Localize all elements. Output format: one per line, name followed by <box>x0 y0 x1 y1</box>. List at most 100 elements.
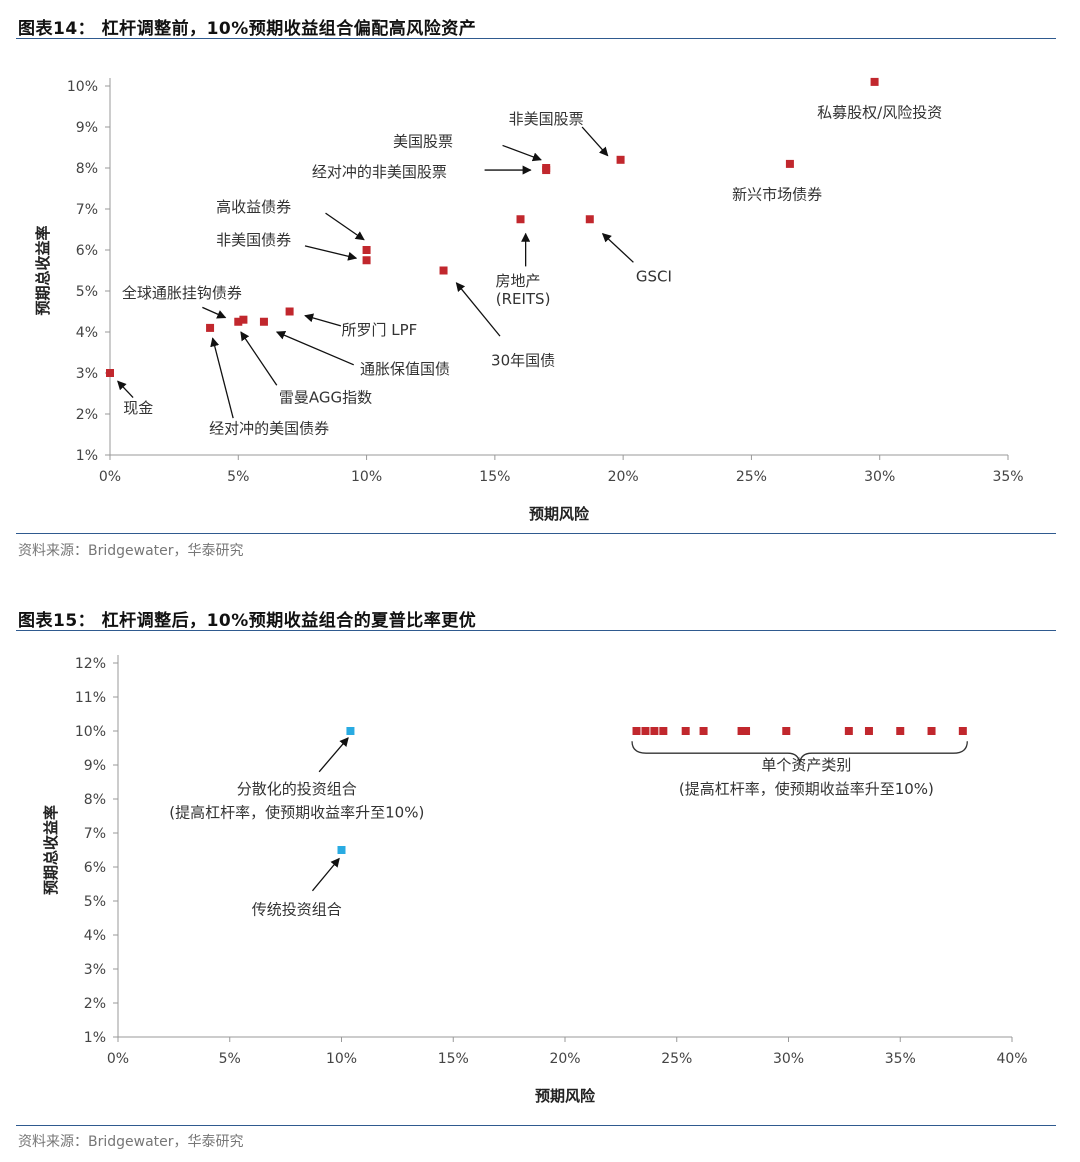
x-tick-label: 35% <box>992 469 1023 485</box>
annotation-label: 私募股权/风险投资 <box>817 104 942 122</box>
asset-point <box>742 727 751 735</box>
annotation-arrow <box>325 212 365 241</box>
x-tick-label: 5% <box>227 469 249 485</box>
annotation-arrow <box>502 144 542 162</box>
annotation-label: 全球通胀挂钩债券 <box>122 284 242 302</box>
annotation-arrow <box>240 331 278 386</box>
asset-point <box>106 369 114 377</box>
y-tick-label: 11% <box>75 690 106 706</box>
x-axis-label: 预期风险 <box>535 1087 596 1105</box>
x-axis-label: 预期风险 <box>529 505 590 523</box>
y-tick-label: 4% <box>76 325 98 341</box>
asset-point <box>362 256 371 265</box>
annotation-label: 房地产 <box>495 272 540 290</box>
y-tick-label: 1% <box>76 448 98 464</box>
y-tick-label: 8% <box>84 792 106 808</box>
annotation-label: 高收益债券 <box>216 198 291 216</box>
y-tick-label: 3% <box>76 366 98 382</box>
figure-14-header: 图表14： 杠杆调整前，10%预期收益组合偏配高风险资产 <box>16 12 1056 39</box>
x-tick-label: 20% <box>608 469 639 485</box>
y-tick-label: 9% <box>84 758 106 774</box>
annotation-label: 通胀保值国债 <box>360 360 450 378</box>
y-tick-label: 3% <box>84 962 106 978</box>
x-tick-label: 40% <box>996 1051 1027 1067</box>
y-tick-label: 1% <box>84 1030 106 1046</box>
x-tick-label: 5% <box>219 1051 241 1067</box>
diversified-portfolio-point <box>346 727 355 735</box>
y-tick-label: 2% <box>84 996 106 1012</box>
annotation-label: 经对冲的非美国股票 <box>312 163 447 181</box>
y-tick-label: 6% <box>76 243 98 259</box>
annotation-label: GSCI <box>636 268 672 286</box>
x-tick-label: 15% <box>479 469 510 485</box>
y-tick-label: 8% <box>76 161 98 177</box>
asset-point <box>864 727 873 735</box>
x-tick-label: 30% <box>773 1051 804 1067</box>
y-tick-label: 5% <box>84 894 106 910</box>
annotation-label: 经对冲的美国债券 <box>209 419 329 437</box>
y-tick-label: 4% <box>84 928 106 944</box>
figure-15-title: 图表15： 杠杆调整后，10%预期收益组合的夏普比率更优 <box>18 611 477 631</box>
figure-15-source: 资料来源：Bridgewater，华泰研究 <box>18 1134 244 1150</box>
asset-point <box>206 323 215 332</box>
y-axis-label: 预期总收益率 <box>34 225 52 315</box>
y-tick-label: 2% <box>76 407 98 423</box>
x-tick-label: 10% <box>326 1051 357 1067</box>
y-tick-label: 10% <box>75 724 106 740</box>
asset-point <box>927 727 936 735</box>
x-tick-label: 20% <box>549 1051 580 1067</box>
annotation-arrow <box>117 380 134 399</box>
asset-point <box>516 215 525 224</box>
asset-point <box>870 77 879 86</box>
y-tick-label: 7% <box>84 826 106 842</box>
asset-point <box>616 155 625 164</box>
diversified-portfolio-point <box>337 846 346 854</box>
x-tick-label: 15% <box>438 1051 469 1067</box>
x-tick-label: 0% <box>99 469 121 485</box>
asset-point <box>699 727 708 735</box>
annotation-arrow <box>304 313 342 327</box>
asset-point <box>844 727 853 735</box>
annotation-arrow <box>581 126 609 157</box>
figure-15-header: 图表15： 杠杆调整后，10%预期收益组合的夏普比率更优 <box>16 604 1056 631</box>
annotation-label: 传统投资组合 <box>252 901 342 919</box>
annotation-arrow <box>202 306 227 319</box>
annotation-arrow <box>455 282 501 337</box>
annotation-label: (提高杠杆率，使预期收益率升至10%) <box>679 780 934 798</box>
asset-point <box>362 246 371 254</box>
annotation-label: 美国股票 <box>393 132 453 150</box>
x-tick-label: 30% <box>864 469 895 485</box>
asset-point <box>439 266 448 275</box>
y-tick-label: 7% <box>76 202 98 218</box>
asset-point <box>641 727 650 735</box>
y-tick-label: 12% <box>75 656 106 672</box>
annotation-label: 非美国债券 <box>216 231 291 249</box>
annotation-label: 分散化的投资组合 <box>237 780 357 798</box>
asset-point <box>542 166 551 175</box>
annotation-label: (提高杠杆率，使预期收益率升至10%) <box>169 804 424 822</box>
asset-point <box>958 727 967 735</box>
asset-point <box>585 215 594 224</box>
annotation-label: 新兴市场债券 <box>732 186 822 204</box>
x-tick-label: 25% <box>661 1051 692 1067</box>
asset-point <box>239 315 248 324</box>
asset-point <box>234 317 243 326</box>
asset-point <box>896 727 905 735</box>
asset-point <box>782 727 791 735</box>
asset-point <box>650 727 659 735</box>
asset-point <box>659 727 668 735</box>
annotation-label: (REITS) <box>496 290 551 308</box>
annotation-arrow <box>601 232 634 263</box>
annotation-label: 现金 <box>123 399 153 417</box>
y-tick-label: 9% <box>76 120 98 136</box>
asset-point <box>259 317 268 326</box>
figure-15-source-rule <box>16 1125 1056 1126</box>
asset-class-brace <box>631 741 968 766</box>
annotation-label: 所罗门 LPF <box>341 321 417 339</box>
asset-point <box>785 159 794 168</box>
annotation-label: 30年国债 <box>491 352 555 370</box>
figure-14-source: 资料来源：Bridgewater，华泰研究 <box>18 543 244 559</box>
asset-point <box>737 727 746 735</box>
